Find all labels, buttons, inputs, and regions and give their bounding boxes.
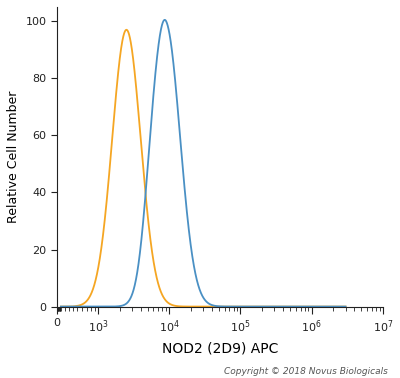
- Text: Copyright © 2018 Novus Biologicals: Copyright © 2018 Novus Biologicals: [224, 367, 388, 376]
- Y-axis label: Relative Cell Number: Relative Cell Number: [7, 91, 20, 223]
- X-axis label: NOD2 (2D9) APC: NOD2 (2D9) APC: [162, 342, 278, 356]
